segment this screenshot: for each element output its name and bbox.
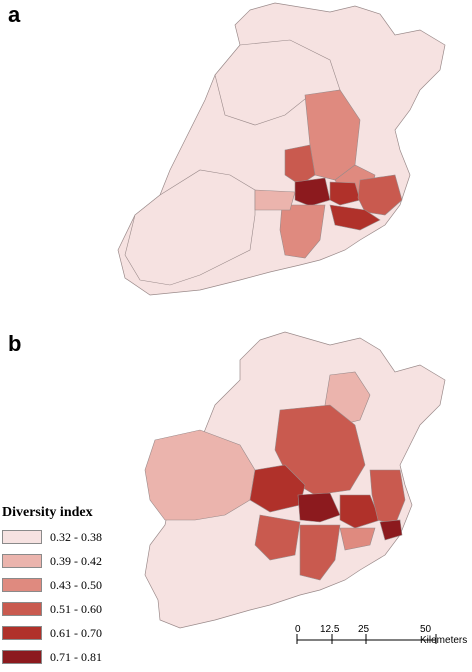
- region-b-central: [274, 404, 366, 496]
- region-a-west: [124, 169, 256, 286]
- scale-tick-25: 25: [358, 624, 370, 635]
- legend-swatch: [2, 578, 42, 592]
- region-a-core1: [294, 177, 331, 207]
- region-b-west: [144, 429, 256, 521]
- region-b-south1: [254, 514, 301, 561]
- panel-a-label: a: [8, 2, 21, 27]
- legend-item: 0.61 - 0.70: [2, 621, 122, 645]
- legend-rows: 0.32 - 0.38 0.39 - 0.42 0.43 - 0.50 0.51 - …: [2, 525, 122, 669]
- legend-label: 0.71 - 0.81: [50, 649, 102, 664]
- map-panel-a: [117, 2, 446, 296]
- region-b-south3: [339, 527, 376, 551]
- legend-swatch: [2, 650, 42, 664]
- legend-label: 0.43 - 0.50: [50, 577, 102, 592]
- region-a-south: [279, 204, 326, 259]
- region-a-core2: [329, 181, 361, 206]
- panel-b-label: b: [8, 331, 22, 356]
- legend-swatch: [2, 530, 42, 544]
- legend-swatch: [2, 626, 42, 640]
- legend-label: 0.39 - 0.42: [50, 553, 102, 568]
- region-b-coast: [379, 519, 403, 541]
- legend-label: 0.51 - 0.60: [50, 601, 102, 616]
- scale-tick-50: 50 Kilometers: [420, 624, 468, 646]
- scale-tick-0: 0: [295, 624, 301, 635]
- legend-item: 0.51 - 0.60: [2, 597, 122, 621]
- scale-tick-12-5: 12.5: [320, 624, 340, 635]
- legend-item: 0.32 - 0.38: [2, 525, 122, 549]
- region-a-east: [357, 174, 403, 216]
- region-b-core2: [339, 494, 381, 529]
- region-a-mid: [284, 144, 316, 186]
- region-b-south2: [299, 524, 341, 581]
- legend-swatch: [2, 602, 42, 616]
- legend-label: 0.61 - 0.70: [50, 625, 102, 640]
- scale-bar: [296, 634, 437, 644]
- region-a-band: [254, 189, 296, 211]
- legend: Diversity index 0.32 - 0.38 0.39 - 0.42 0.…: [2, 505, 122, 669]
- legend-label: 0.32 - 0.38: [50, 529, 102, 544]
- legend-title: Diversity index: [2, 505, 93, 520]
- region-b-core1: [297, 492, 341, 523]
- legend-item: 0.71 - 0.81: [2, 645, 122, 669]
- region-a-south2: [329, 204, 381, 231]
- map-panel-b: [144, 331, 446, 629]
- legend-swatch: [2, 554, 42, 568]
- legend-item: 0.39 - 0.42: [2, 549, 122, 573]
- legend-item: 0.43 - 0.50: [2, 573, 122, 597]
